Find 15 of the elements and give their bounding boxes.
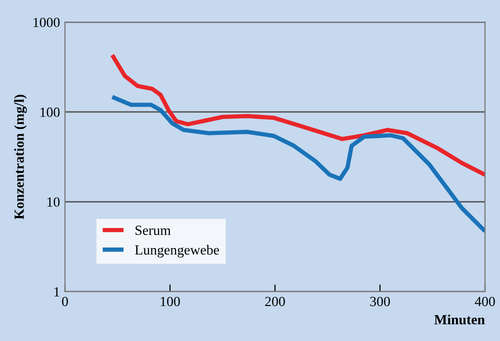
x-tick-label: 100 [160,296,180,306]
x-tick-label: 200 [265,296,285,306]
y-tick-label: 100 [40,108,60,117]
y-axis-title: Konzentration (mg/l) [14,94,27,220]
x-tick-label: 300 [370,296,390,306]
y-tick-label: 1 [54,287,60,296]
line-series [110,52,485,177]
line-series [110,94,485,234]
legend-label: Lungengewebe [135,244,219,258]
y-tick-label: 10 [47,197,60,207]
y-tick-label: 1000 [34,18,60,28]
legend-label: Serum [136,226,171,236]
x-tick-label: 0 [62,296,68,306]
x-axis-title: Minuten [434,314,485,324]
x-tick-label: 400 [474,296,495,306]
